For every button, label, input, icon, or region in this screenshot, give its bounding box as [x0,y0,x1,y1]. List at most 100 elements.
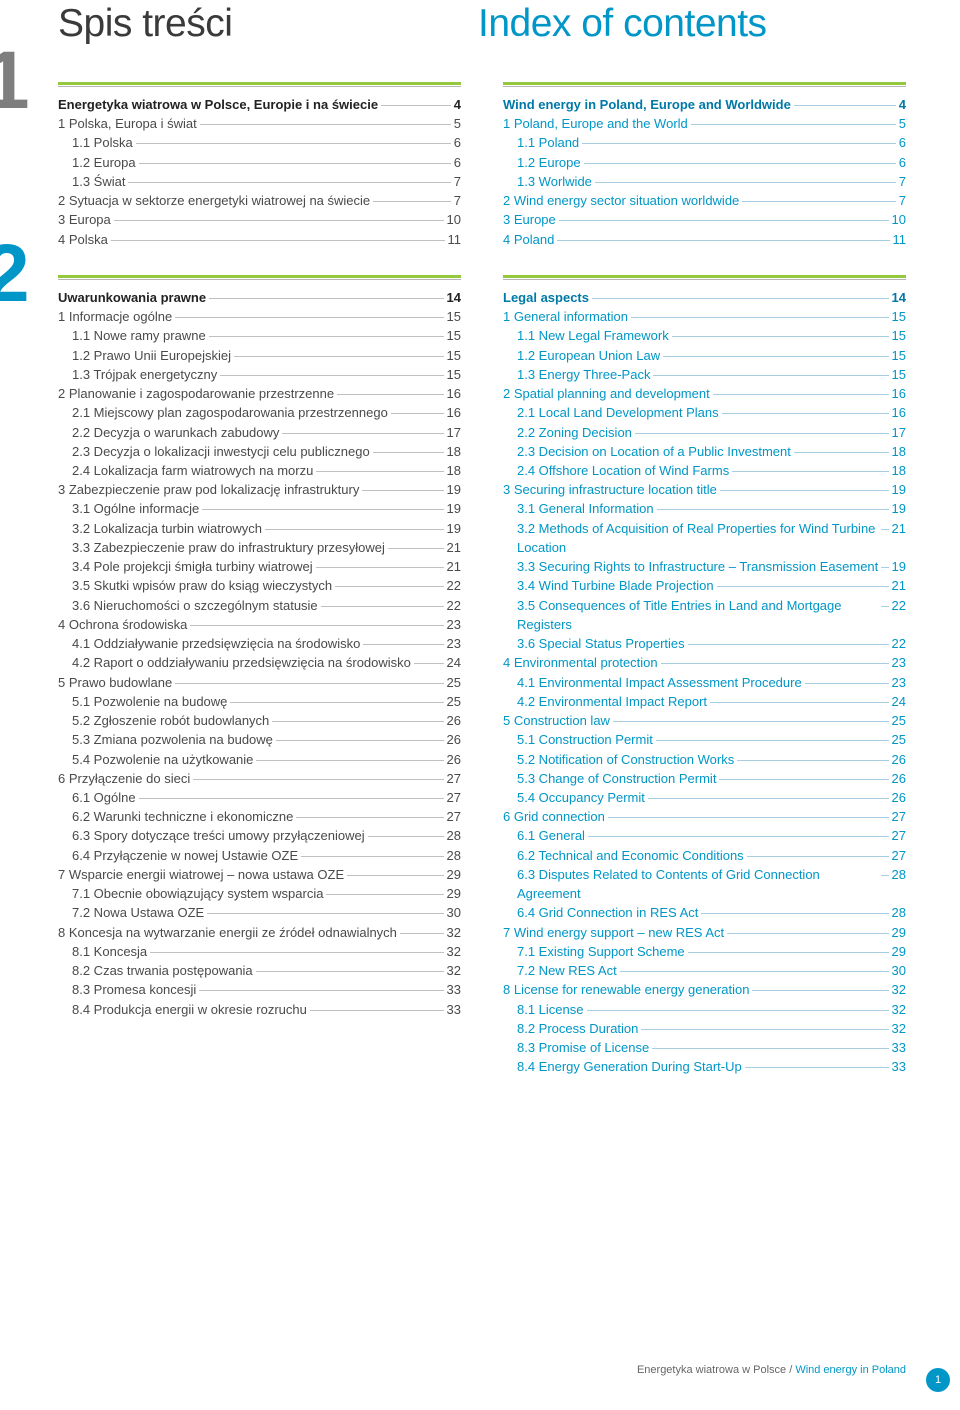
toc-entry: Legal aspects14 [503,288,906,307]
toc-page: 32 [892,980,906,999]
toc-label: 1.1 Nowe ramy prawne [72,326,206,345]
toc-page: 26 [447,750,461,769]
toc-page: 11 [448,230,462,249]
toc-label: 6.1 Ogólne [72,788,136,807]
toc-page: 6 [454,153,461,172]
toc-leader [114,220,444,221]
toc-entry: 4 Ochrona środowiska23 [58,615,461,634]
toc-entry: 1 Informacje ogólne15 [58,307,461,326]
toc-leader [111,240,445,241]
toc-entry: 2.1 Local Land Development Plans 16 [503,403,906,422]
toc-leader [719,779,888,780]
toc-label: 2.1 Local Land Development Plans [517,403,719,422]
toc-page: 25 [447,692,461,711]
toc-label: 6.3 Spory dotyczące treści umowy przyłąc… [72,826,365,845]
toc-page: 21 [892,519,906,538]
toc-label: 1.1 Poland [517,133,579,152]
toc-page: 26 [447,730,461,749]
toc-page: 24 [447,653,461,672]
toc-label: 2 Spatial planning and development [503,384,710,403]
toc-page: 15 [447,326,461,345]
toc-leader [557,240,889,241]
toc-entry: 1.2 Prawo Unii Europejskiej 15 [58,346,461,365]
toc-leader [805,683,889,684]
toc-page: 28 [892,865,906,884]
toc-entry: 1.1 New Legal Framework15 [503,326,906,345]
toc-entry: 3.4 Pole projekcji śmigła turbiny wiatro… [58,557,461,576]
toc-page: 16 [892,403,906,422]
toc-entry: 3.4 Wind Turbine Blade Projection21 [503,576,906,595]
toc-page: 27 [447,769,461,788]
toc-page: 14 [447,288,461,307]
toc-entry: Uwarunkowania prawne14 [58,288,461,307]
toc-leader [663,356,888,357]
toc-entry: 1.1 Poland6 [503,133,906,152]
toc-entry: 4.2 Environmental Impact Report24 [503,692,906,711]
toc-label: 7.1 Existing Support Scheme [517,942,685,961]
toc-entry: 7.2 Nowa Ustawa OZE30 [58,903,461,922]
toc-leader [276,740,444,741]
toc-label: 8.4 Energy Generation During Start-Up [517,1057,742,1076]
toc-page: 6 [899,153,906,172]
toc-label: 2.2 Zoning Decision [517,423,632,442]
toc-entry: 7.1 Existing Support Scheme29 [503,942,906,961]
toc-label: 8.2 Czas trwania postępowania [72,961,253,980]
toc-page: 28 [892,903,906,922]
toc-page: 19 [447,499,461,518]
toc-page: 23 [447,615,461,634]
toc-page: 29 [447,884,461,903]
toc-entry: 4.2 Raport o oddziaływaniu przedsięwzięc… [58,653,461,672]
toc-leader [559,220,889,221]
toc-label: 7.1 Obecnie obowiązujący system wsparcia [72,884,323,903]
toc-label: 6.2 Technical and Economic Conditions [517,846,744,865]
toc-section: Legal aspects141 General information151.… [479,275,906,1077]
toc-label: 4 Polska [58,230,108,249]
toc-page: 15 [892,346,906,365]
toc-label: 1.3 Worlwide [517,172,592,191]
toc-page: 5 [899,114,906,133]
toc-leader [713,394,889,395]
toc-entry: 3.5 Consequences of Title Entries in Lan… [503,596,906,634]
toc-entry: 3.1 Ogólne informacje19 [58,499,461,518]
toc-label: 1.2 Prawo Unii Europejskiej [72,346,231,365]
toc-leader [335,586,443,587]
toc-label: 2.4 Offshore Location of Wind Farms [517,461,729,480]
toc-entry: 5.1 Construction Permit25 [503,730,906,749]
toc-page: 11 [893,230,907,249]
toc-leader [794,452,889,453]
toc-leader [737,760,888,761]
toc-leader [363,644,443,645]
toc-label: 4.1 Oddziaływanie przedsięwzięcia na śro… [72,634,360,653]
rule-bottom [58,279,461,280]
toc-leader [321,606,444,607]
toc-leader [200,124,451,125]
toc-leader [414,663,444,664]
toc-list: Legal aspects141 General information151.… [503,288,906,1077]
toc-entry: 6 Przyłączenie do sieci27 [58,769,461,788]
toc-leader [691,124,896,125]
toc-page: 15 [447,346,461,365]
toc-label: 7.2 New RES Act [517,961,617,980]
toc-leader [256,971,444,972]
toc-label: 6.2 Warunki techniczne i ekonomiczne [72,807,293,826]
toc-page: 33 [447,1000,461,1019]
toc-label: 8.4 Produkcja energii w okresie rozruchu [72,1000,307,1019]
toc-label: 4 Environmental protection [503,653,658,672]
toc-label: 1.3 Energy Three-Pack [517,365,650,384]
toc-entry: 3.1 General Information19 [503,499,906,518]
toc-label: 8.1 License [517,1000,584,1019]
toc-section: 2Uwarunkowania prawne141 Informacje ogól… [34,275,461,1019]
toc-leader [648,798,889,799]
toc-entry: 7.2 New RES Act30 [503,961,906,980]
toc-leader [688,644,889,645]
toc-page: 5 [454,114,461,133]
toc-entry: 3.3 Securing Rights to Infrastructure – … [503,557,906,576]
toc-entry: 3 Zabezpieczenie praw pod lokalizację in… [58,480,461,499]
toc-entry: 8 License for renewable energy generatio… [503,980,906,999]
toc-entry: 1 Poland, Europe and the World5 [503,114,906,133]
toc-page: 26 [892,750,906,769]
toc-entry: 2.3 Decision on Location of a Public Inv… [503,442,906,461]
toc-page: 33 [447,980,461,999]
toc-label: 5 Construction law [503,711,610,730]
toc-leader [656,740,889,741]
